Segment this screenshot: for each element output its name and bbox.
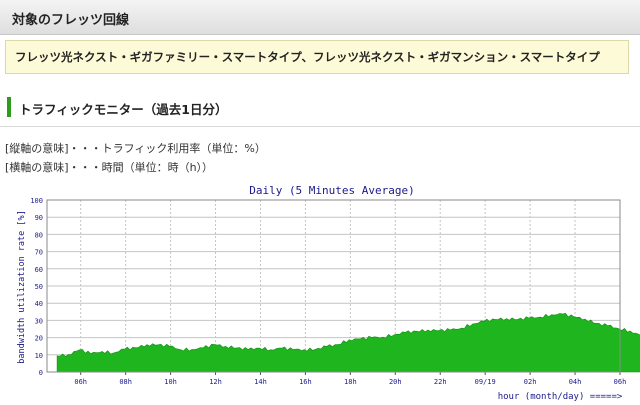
x-tick-label: 06h — [614, 378, 627, 386]
traffic-area-series — [56, 312, 640, 373]
section-divider — [0, 126, 640, 127]
page-title: 対象のフレッツ回線 — [12, 13, 130, 28]
y-tick-label: 10 — [35, 352, 43, 360]
x-axis-label: hour (month/day) =====> — [498, 392, 623, 402]
horizontal-axis-legend: [横軸の意味]・・・時間（単位：時（h）） — [5, 161, 214, 174]
y-tick-label: 30 — [35, 317, 43, 325]
y-tick-label: 20 — [35, 335, 43, 343]
section-title: トラフィックモニター（過去1日分） — [19, 102, 228, 117]
x-tick-label: 14h — [254, 378, 267, 386]
y-tick-label: 100 — [30, 197, 43, 205]
x-tick-label: 10h — [164, 378, 177, 386]
x-tick-label: 09/19 — [475, 378, 496, 386]
y-tick-label: 60 — [35, 266, 43, 274]
x-tick-label: 20h — [389, 378, 402, 386]
x-tick-label: 04h — [569, 378, 582, 386]
vertical-axis-legend: [縦軸の意味]・・・トラフィック利用率（単位：%） — [5, 142, 266, 155]
x-tick-label: 16h — [299, 378, 312, 386]
chart-axes: 0 10 20 30 40 50 60 70 80 90 100 06h 08h 10h 12h 14h 16h… — [30, 197, 627, 386]
y-tick-label: 90 — [35, 214, 43, 222]
y-tick-label: 70 — [35, 249, 43, 257]
y-tick-label: 80 — [35, 231, 43, 239]
y-tick-label: 0 — [39, 369, 43, 377]
page-header: 対象のフレッツ回線 — [0, 0, 640, 35]
x-tick-label: 08h — [119, 378, 132, 386]
plot-border — [46, 199, 621, 373]
plan-box: フレッツ光ネクスト・ギガファミリー・スマートタイプ、フレッツ光ネクスト・ギガマン… — [5, 40, 629, 74]
y-axis-label: bandwidth utilization rate [%] — [17, 210, 27, 364]
x-tick-label: 06h — [74, 378, 87, 386]
y-tick-label: 40 — [35, 300, 43, 308]
x-tick-label: 02h — [524, 378, 537, 386]
chart-plot-area — [56, 312, 640, 373]
chart-title: Daily (5 Minutes Average) — [249, 184, 415, 197]
y-tick-label: 50 — [35, 283, 43, 291]
traffic-chart: Daily (5 Minutes Average) bandwidth util… — [17, 184, 640, 402]
x-tick-label: 22h — [434, 378, 447, 386]
section-accent-bar — [7, 97, 11, 117]
x-tick-label: 12h — [209, 378, 222, 386]
x-tick-label: 18h — [344, 378, 357, 386]
plan-description: フレッツ光ネクスト・ギガファミリー・スマートタイプ、フレッツ光ネクスト・ギガマン… — [15, 50, 600, 64]
